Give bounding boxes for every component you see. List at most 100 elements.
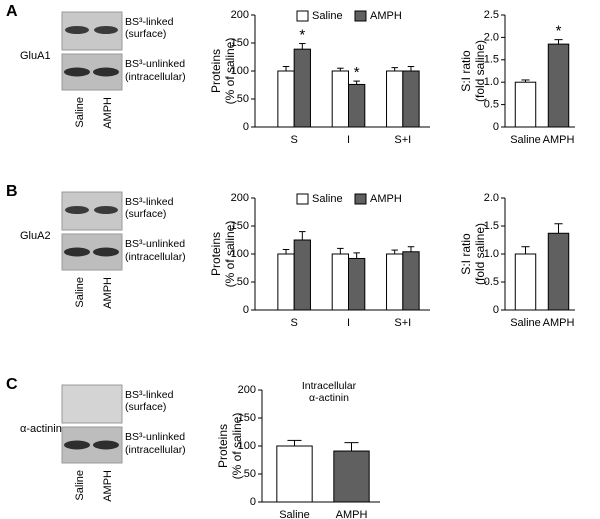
error-bar xyxy=(391,67,398,71)
error-bar xyxy=(337,67,344,71)
error-bar xyxy=(521,79,530,83)
error-bar xyxy=(391,249,398,254)
bar xyxy=(293,239,311,311)
y-tick-label: 1.0 xyxy=(484,76,499,88)
y-axis-label: (% of saline) xyxy=(223,38,237,105)
blot-row-label: (surface) xyxy=(125,208,166,220)
panel-letter: C xyxy=(6,376,18,393)
bar xyxy=(293,48,311,128)
significance: * xyxy=(556,23,562,40)
y-tick-label: 200 xyxy=(231,9,249,21)
blot-row-label: (surface) xyxy=(125,401,166,413)
blot-row-label: (intracellular) xyxy=(125,251,186,263)
y-axis-label: Proteins xyxy=(216,424,230,468)
x-tick-label: Saline xyxy=(510,134,541,146)
legend-swatch xyxy=(354,10,367,22)
protein-label: GluA1 xyxy=(20,50,51,62)
panel-letter: A xyxy=(6,3,18,20)
bar xyxy=(331,70,350,128)
bar xyxy=(386,253,404,311)
error-bar xyxy=(554,39,563,45)
legend-label: Saline xyxy=(312,193,343,205)
error-bar xyxy=(282,66,290,71)
blot-band xyxy=(93,247,119,257)
blot-upper xyxy=(61,384,123,424)
bar xyxy=(402,70,420,128)
x-tick-label: I xyxy=(347,317,350,329)
error-bar xyxy=(353,80,360,85)
y-tick-label: 0.5 xyxy=(484,99,499,111)
bar xyxy=(331,253,350,311)
lane-label: Saline xyxy=(74,470,86,501)
error-bar xyxy=(287,439,302,446)
bar xyxy=(386,70,404,128)
y-tick-label: 0.5 xyxy=(484,276,499,288)
y-tick-label: 0 xyxy=(243,121,249,133)
bar xyxy=(348,83,366,128)
x-tick-label: S+I xyxy=(394,134,411,146)
y-tick-label: 2.5 xyxy=(484,9,499,21)
blot-band xyxy=(94,206,118,214)
chart-title: Intracellular xyxy=(302,380,357,392)
protein-label: α-actinin xyxy=(20,423,62,435)
blot-row-label: BS³-linked xyxy=(125,16,174,28)
legend-label: Saline xyxy=(312,10,343,22)
error-bar xyxy=(353,252,360,259)
bar xyxy=(276,445,313,503)
y-tick-label: 2.0 xyxy=(484,31,499,43)
y-tick-label: 0 xyxy=(493,304,499,316)
y-axis-label: (% of saline) xyxy=(230,413,244,480)
blot-row-label: BS³-unlinked xyxy=(125,431,185,443)
y-tick-label: 0 xyxy=(250,496,256,508)
y-axis-label: (fold saline) xyxy=(473,40,487,102)
bar xyxy=(348,257,366,311)
y-tick-label: 150 xyxy=(231,220,249,232)
bar xyxy=(277,70,295,128)
blot-band xyxy=(93,440,119,450)
blot-band xyxy=(94,26,118,34)
error-bar xyxy=(554,223,563,234)
y-tick-label: 1.5 xyxy=(484,220,499,232)
error-bar xyxy=(299,231,306,240)
blot-row-label: (surface) xyxy=(125,28,166,40)
y-tick-label: 150 xyxy=(238,412,256,424)
x-tick-label: AMPH xyxy=(543,317,575,329)
x-tick-label: AMPH xyxy=(336,509,368,519)
y-axis-label: Proteins xyxy=(209,232,223,276)
lane-label: AMPH xyxy=(102,470,114,502)
bar xyxy=(547,43,570,128)
y-tick-label: 50 xyxy=(237,93,249,105)
lane-label: Saline xyxy=(74,277,86,308)
blot-band xyxy=(64,247,90,257)
legend-swatch xyxy=(296,10,309,22)
y-tick-label: 2.0 xyxy=(484,192,499,204)
blot-band xyxy=(65,26,89,34)
blot-row-label: BS³-linked xyxy=(125,196,174,208)
y-tick-label: 1.5 xyxy=(484,54,499,66)
y-tick-label: 100 xyxy=(231,65,249,77)
x-tick-label: Saline xyxy=(279,509,310,519)
y-axis-label: S:I ratio xyxy=(459,50,473,92)
legend-swatch xyxy=(354,193,367,205)
legend-label: AMPH xyxy=(370,193,402,205)
bar xyxy=(547,232,570,311)
y-tick-label: 200 xyxy=(238,384,256,396)
legend-swatch xyxy=(296,193,309,205)
y-tick-label: 200 xyxy=(231,192,249,204)
lane-label: AMPH xyxy=(102,277,114,309)
error-bar xyxy=(407,246,415,252)
blot-band xyxy=(64,67,90,77)
x-tick-label: S xyxy=(290,317,297,329)
chart-title: α-actinin xyxy=(309,392,349,404)
y-tick-label: 50 xyxy=(237,276,249,288)
blot-band xyxy=(64,440,90,450)
panel-letter: B xyxy=(6,183,18,200)
x-tick-label: I xyxy=(347,134,350,146)
y-tick-label: 1.0 xyxy=(484,248,499,260)
y-axis-label: (% of saline) xyxy=(223,221,237,288)
lane-label: Saline xyxy=(74,97,86,128)
error-bar xyxy=(282,249,290,254)
bar xyxy=(514,253,537,311)
y-axis-label: (fold saline) xyxy=(473,223,487,285)
